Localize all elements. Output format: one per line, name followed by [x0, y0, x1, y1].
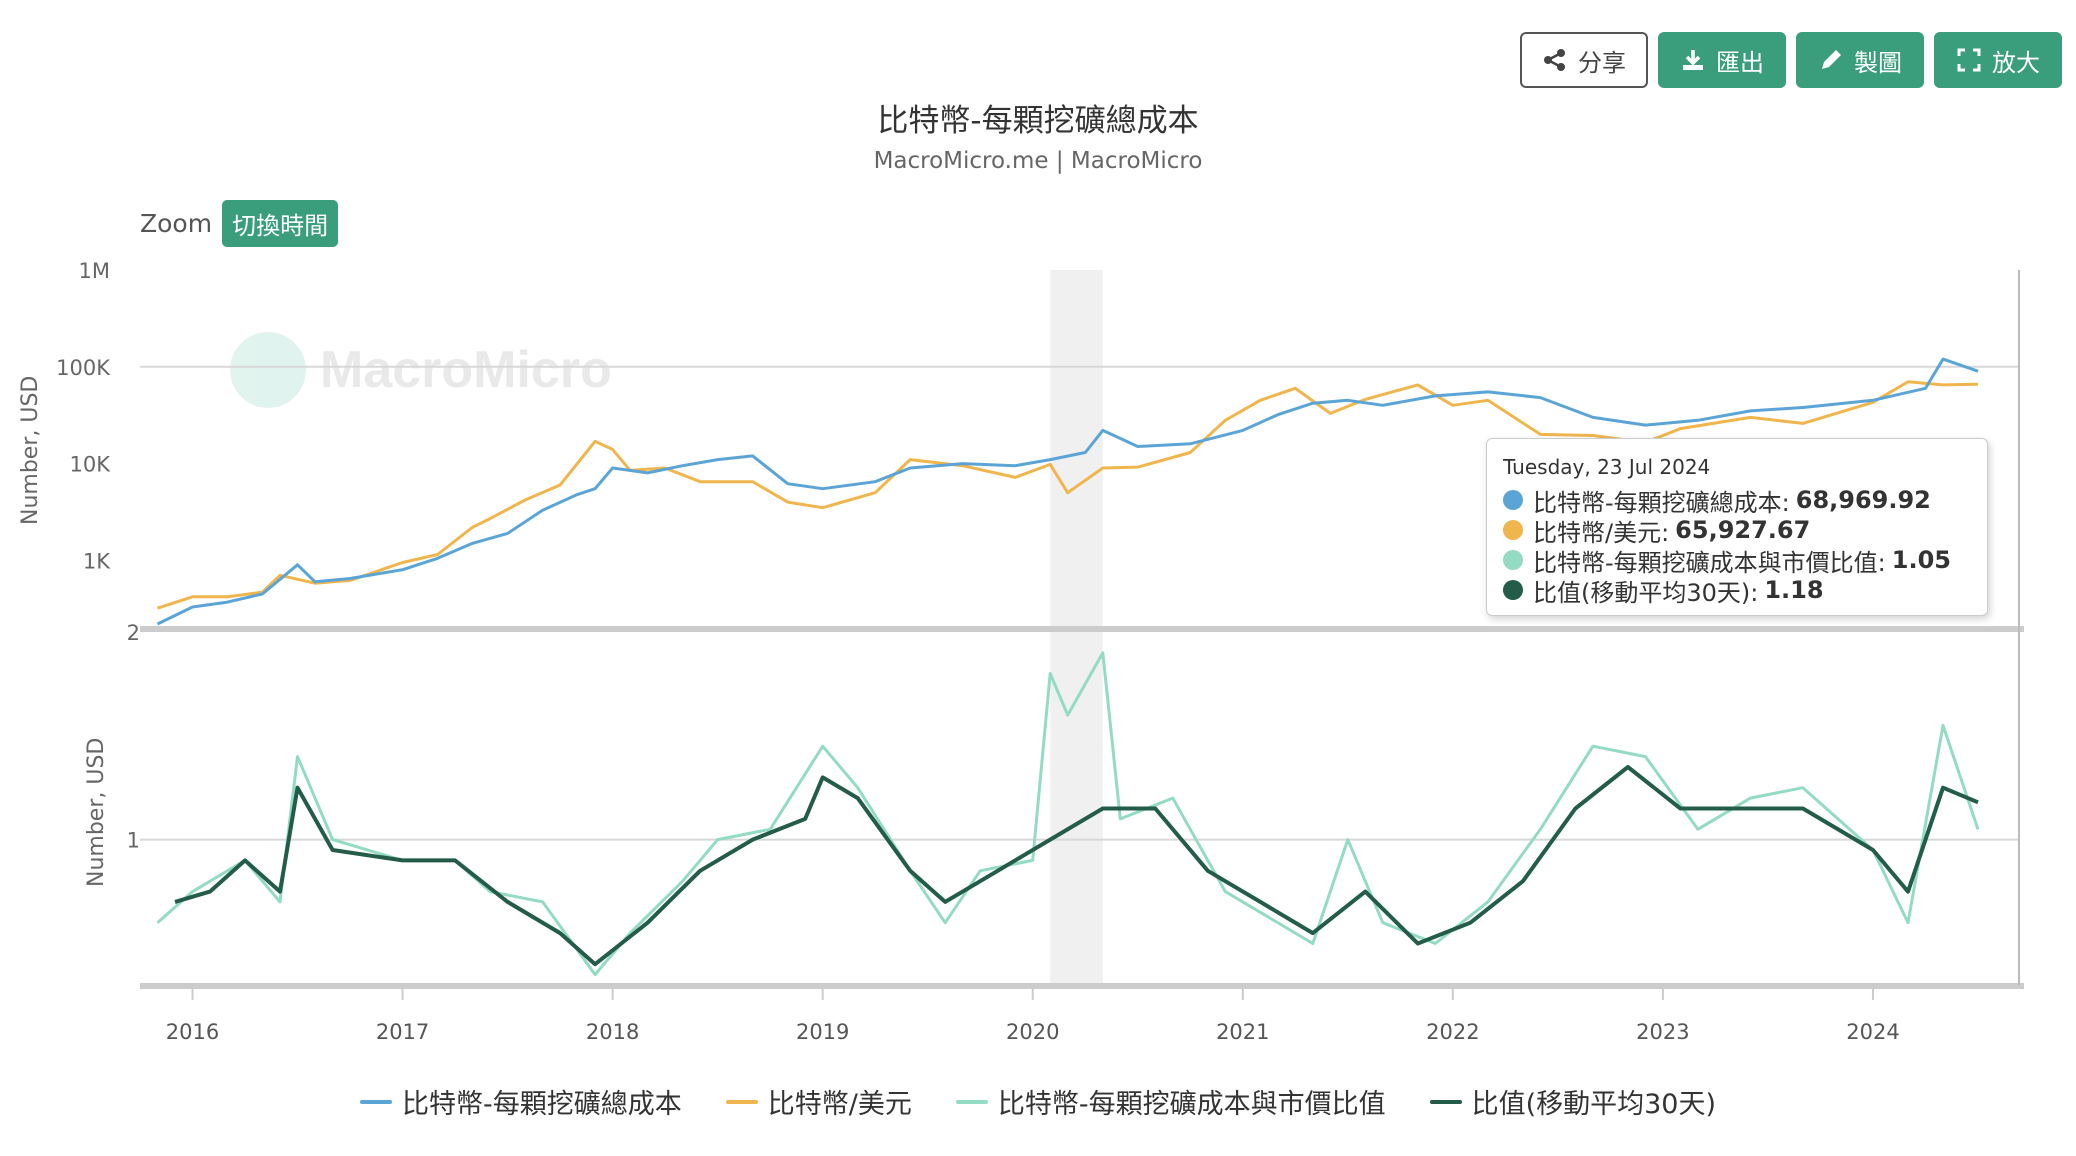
legend-label-btc-usd: 比特幣/美元 [767, 1089, 912, 1120]
series-line-ratio-ma30 [174, 765, 1979, 967]
x-tick-label: 2017 [376, 1020, 429, 1044]
chart-tooltip: Tuesday, 23 Jul 2024 比特幣-每顆挖礦總成本: 68,969… [1486, 438, 1988, 616]
x-tick-label: 2022 [1426, 1020, 1479, 1044]
tooltip-label-btc-usd: 比特幣/美元: [1533, 518, 1670, 547]
tooltip-row-ratio: 比特幣-每顆挖礦成本與市價比值: 1.05 [1503, 545, 1971, 577]
y-tick-label-upper: 100K [56, 356, 111, 380]
share-button[interactable]: 分享 [1520, 32, 1648, 88]
legend-label-ratio: 比特幣-每顆挖礦成本與市價比值 [997, 1089, 1386, 1120]
x-tick-label: 2024 [1846, 1020, 1899, 1044]
x-tick-label: 2021 [1216, 1020, 1269, 1044]
y-tick-label-upper: 1M [79, 259, 110, 283]
share-icon [1542, 47, 1568, 73]
tooltip-value-ratio: 1.05 [1891, 546, 1951, 574]
legend-item-ratio-ma30[interactable]: 比值(移動平均30天) [1429, 1082, 1717, 1121]
share-label: 分享 [1578, 48, 1626, 77]
watermark: MacroMicro [230, 332, 612, 408]
tooltip-label-ratio: 比特幣-每顆挖礦成本與市價比值: [1533, 548, 1886, 577]
chart-legend: 比特幣-每顆挖礦總成本 比特幣/美元 比特幣-每顆挖礦成本與市價比值 比值(移動… [0, 1082, 2076, 1121]
export-label: 匯出 [1716, 48, 1764, 77]
series-line-btc-usd [157, 380, 1979, 610]
expand-label: 放大 [1992, 48, 2040, 77]
x-axis-bar [140, 983, 2024, 989]
download-icon [1680, 47, 1706, 73]
legend-swatch-ratio [955, 1099, 988, 1104]
legend-item-ratio[interactable]: 比特幣-每顆挖礦成本與市價比值 [955, 1082, 1386, 1121]
x-tick-label: 2023 [1636, 1020, 1689, 1044]
tooltip-dot-ratio-ma30 [1503, 580, 1523, 600]
x-tick-label: 2020 [1006, 1020, 1059, 1044]
zoom-control: Zoom 切換時間 [140, 200, 339, 247]
draw-button[interactable]: 製圖 [1796, 32, 1924, 88]
y-tick-label-upper: 1K [83, 549, 111, 573]
x-tick-label: 2016 [166, 1020, 219, 1044]
zoom-label: Zoom [140, 209, 213, 238]
legend-swatch-mining-cost [359, 1099, 392, 1104]
x-tick-label: 2018 [586, 1020, 639, 1044]
tooltip-dot-mining-cost [1503, 490, 1523, 510]
y-tick-label-upper: 10K [70, 453, 112, 477]
legend-label-mining-cost: 比特幣-每顆挖礦總成本 [401, 1089, 682, 1120]
tooltip-value-mining-cost: 68,969.92 [1795, 486, 1931, 514]
tooltip-label-ratio-ma30: 比值(移動平均30天): [1533, 578, 1759, 607]
top-panel-ylabel: Number, USD [18, 375, 43, 525]
bottom-panel-ylabel: Number, USD [84, 737, 109, 887]
tooltip-dot-btc-usd [1503, 520, 1523, 540]
tooltip-dot-ratio [1503, 550, 1523, 570]
y-tick-label-lower: 1 [127, 829, 140, 853]
tooltip-date: Tuesday, 23 Jul 2024 [1503, 455, 1711, 479]
export-button[interactable]: 匯出 [1658, 32, 1786, 88]
y-tick-label-lower: 2 [127, 621, 140, 645]
legend-item-btc-usd[interactable]: 比特幣/美元 [725, 1082, 912, 1121]
tooltip-value-ratio-ma30: 1.18 [1764, 576, 1824, 604]
legend-item-mining-cost[interactable]: 比特幣-每顆挖礦總成本 [359, 1082, 682, 1121]
x-tick-label: 2019 [796, 1020, 849, 1044]
tooltip-value-btc-usd: 65,927.67 [1675, 516, 1811, 544]
legend-swatch-btc-usd [725, 1099, 758, 1104]
tooltip-row-ratio-ma30: 比值(移動平均30天): 1.18 [1503, 575, 1971, 607]
tooltip-label-mining-cost: 比特幣-每顆挖礦總成本: [1533, 488, 1790, 517]
tooltip-row-btc-usd: 比特幣/美元: 65,927.67 [1503, 515, 1971, 547]
tooltip-row-mining-cost: 比特幣-每顆挖礦總成本: 68,969.92 [1503, 485, 1971, 517]
zoom-switch-time-button[interactable]: 切換時間 [222, 200, 339, 247]
expand-button[interactable]: 放大 [1934, 32, 2062, 88]
chart-toolbar: 分享 匯出 製圖 放大 [1520, 32, 2062, 88]
legend-swatch-ratio-ma30 [1429, 1099, 1462, 1104]
watermark-text: MacroMicro [320, 341, 612, 399]
draw-label: 製圖 [1854, 48, 1902, 77]
chart-title: 比特幣-每顆挖礦總成本 [877, 103, 1199, 139]
series-line-mining-cost [156, 357, 1979, 626]
fullscreen-icon [1956, 47, 1982, 73]
pencil-icon [1818, 47, 1844, 73]
panel-separator [140, 626, 2024, 632]
legend-label-ratio-ma30: 比值(移動平均30天) [1471, 1089, 1717, 1120]
watermark-logo-icon [230, 332, 306, 408]
chart-subtitle: MacroMicro.me | MacroMicro [873, 148, 1203, 174]
